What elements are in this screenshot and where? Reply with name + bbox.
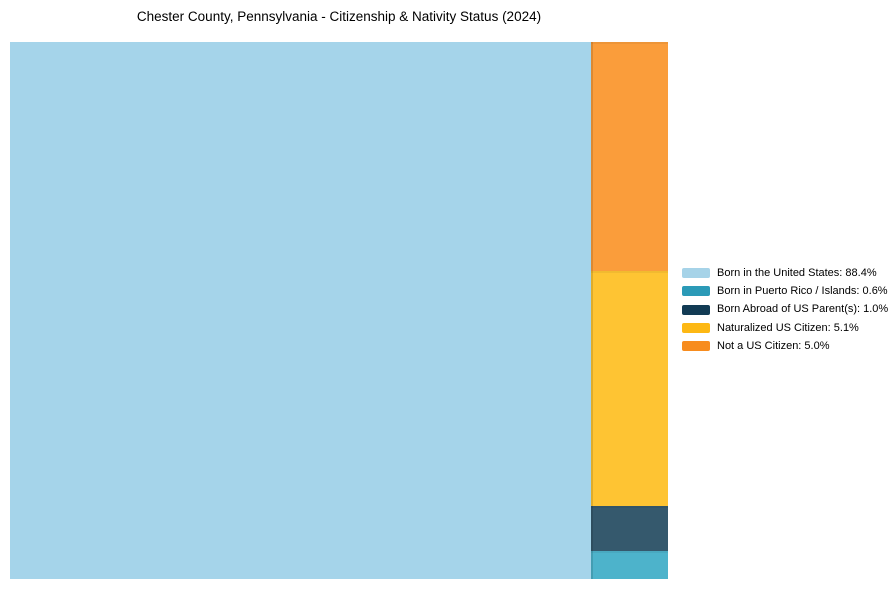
legend-item-not-a-us-citizen: Not a US Citizen: 5.0% xyxy=(682,337,888,355)
treemap-block-naturalized-us-citizen[interactable] xyxy=(591,271,668,506)
treemap-block-born-in-puerto-rico-islands[interactable] xyxy=(591,551,668,579)
legend-label: Born in the United States: 88.4% xyxy=(717,266,877,279)
treemap-column xyxy=(591,42,668,579)
legend-item-born-abroad-of-us-parent-s: Born Abroad of US Parent(s): 1.0% xyxy=(682,301,888,319)
legend-item-born-in-the-united-states: Born in the United States: 88.4% xyxy=(682,264,888,282)
legend-label: Born Abroad of US Parent(s): 1.0% xyxy=(717,303,889,316)
legend-item-born-in-puerto-rico-islands: Born in Puerto Rico / Islands: 0.6% xyxy=(682,282,888,300)
legend-swatch-icon xyxy=(682,341,710,352)
treemap-block-born-in-the-united-states[interactable] xyxy=(10,42,592,579)
treemap-block-not-a-us-citizen[interactable] xyxy=(591,42,668,272)
treemap-plot xyxy=(10,42,668,579)
chart-title: Chester County, Pennsylvania - Citizensh… xyxy=(136,9,542,24)
legend: Born in the United States: 88.4% Born in … xyxy=(682,264,888,355)
legend-label: Born in Puerto Rico / Islands: 0.6% xyxy=(717,284,888,297)
legend-item-naturalized-us-citizen: Naturalized US Citizen: 5.1% xyxy=(682,319,888,337)
treemap-block-born-abroad-of-us-parent-s[interactable] xyxy=(591,505,668,552)
legend-swatch-icon xyxy=(682,268,710,279)
legend-label: Not a US Citizen: 5.0% xyxy=(717,339,830,352)
legend-swatch-icon xyxy=(682,304,710,315)
legend-swatch-icon xyxy=(682,323,710,334)
legend-swatch-icon xyxy=(682,286,710,297)
legend-label: Naturalized US Citizen: 5.1% xyxy=(717,321,859,334)
